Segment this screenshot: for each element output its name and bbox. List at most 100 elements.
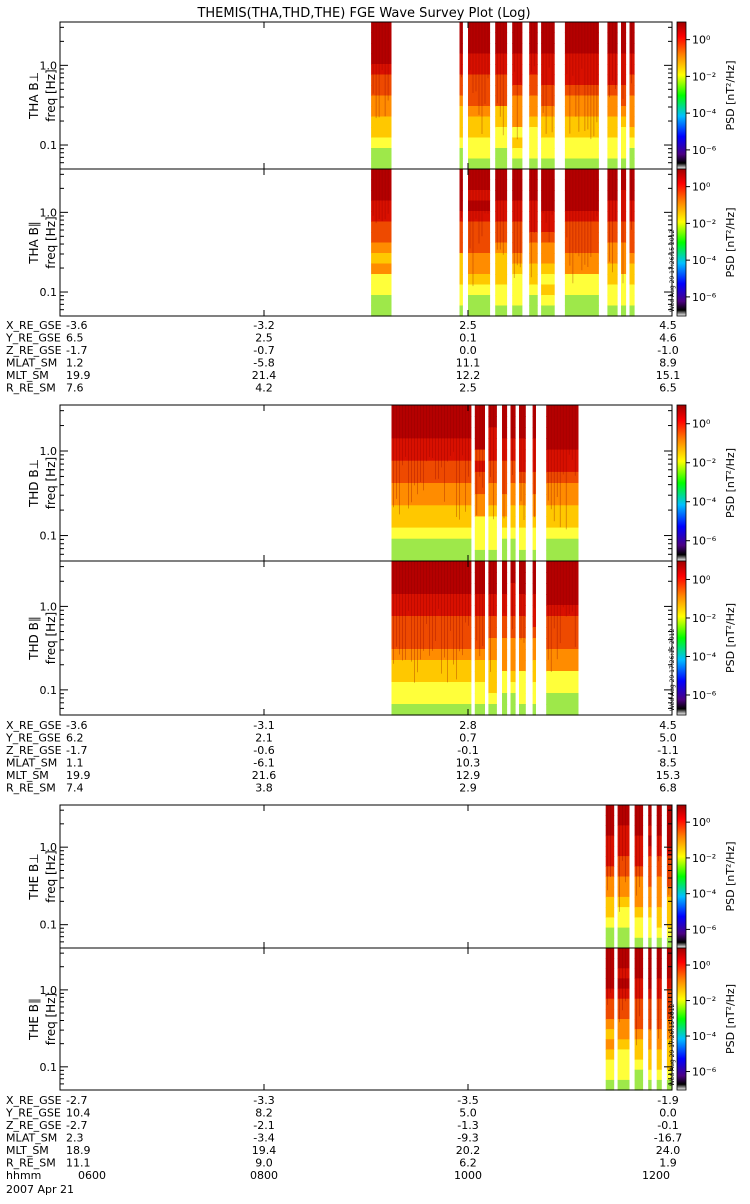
psd-band xyxy=(541,305,555,317)
psd-band xyxy=(546,516,579,529)
psd-band xyxy=(629,232,635,244)
psd-band xyxy=(541,43,555,55)
colorbar-tick-label: 10⁰ xyxy=(692,816,711,829)
psd-band xyxy=(510,483,516,495)
psd-band xyxy=(656,937,662,949)
psd-band xyxy=(617,896,630,908)
psd-band xyxy=(512,295,523,307)
psd-band xyxy=(510,538,516,551)
psd-band xyxy=(634,988,644,1000)
psd-band xyxy=(529,263,538,275)
psd-band xyxy=(459,95,463,107)
data-interval xyxy=(488,405,497,562)
ephemeris-value: 8.2 xyxy=(255,1107,273,1120)
panel-units: freq [Hz] xyxy=(44,216,58,268)
psd-band xyxy=(495,305,508,317)
psd-band xyxy=(617,937,630,949)
psd-band xyxy=(634,825,644,837)
ephemeris-value: -1.1 xyxy=(657,744,678,757)
colorbar-tick-label: 10⁻⁶ xyxy=(692,144,717,157)
psd-band xyxy=(546,438,579,451)
psd-band xyxy=(617,876,630,888)
psd-band xyxy=(629,253,635,265)
data-interval xyxy=(468,169,491,317)
psd-band xyxy=(495,200,508,212)
psd-band xyxy=(502,549,508,562)
psd-band xyxy=(634,927,644,939)
psd-band xyxy=(519,438,526,451)
ephemeris-value: 8.9 xyxy=(659,357,677,370)
ephemeris-value: 6.5 xyxy=(659,382,677,395)
ephemeris-value: 18.9 xyxy=(66,1144,91,1157)
data-interval xyxy=(459,169,463,317)
psd-band xyxy=(519,693,526,705)
psd-band xyxy=(564,64,599,76)
psd-band xyxy=(629,85,635,97)
ephemeris-value: 0.7 xyxy=(459,732,477,745)
psd-band xyxy=(459,232,463,244)
psd-band xyxy=(656,958,662,969)
psd-band xyxy=(391,405,472,417)
timestamp-stamp: Wed Aug 29 17:26:15 2012 xyxy=(669,1004,676,1086)
ephemeris-value: 6.2 xyxy=(459,1157,477,1170)
psd-band xyxy=(605,825,615,837)
psd-band xyxy=(510,416,516,428)
psd-band xyxy=(459,137,463,149)
psd-band xyxy=(502,682,508,694)
psd-band xyxy=(607,85,618,97)
psd-band xyxy=(474,538,485,551)
psd-band xyxy=(656,896,662,908)
psd-band xyxy=(564,85,599,97)
time-tick-label: 0600 xyxy=(78,1169,106,1182)
data-interval xyxy=(607,169,618,317)
psd-band xyxy=(519,627,526,639)
psd-band xyxy=(629,263,635,275)
psd-band xyxy=(629,295,635,307)
psd-band xyxy=(629,169,635,181)
psd-band xyxy=(617,1049,630,1061)
psd-band xyxy=(529,221,538,233)
psd-band xyxy=(468,274,491,286)
psd-band xyxy=(529,53,538,65)
psd-band xyxy=(621,53,627,65)
psd-band xyxy=(510,494,516,506)
ephemeris-value: -3.6 xyxy=(66,319,87,332)
psd-band xyxy=(495,22,508,34)
y-tick-label: 1.0 xyxy=(40,59,58,72)
psd-band xyxy=(656,805,662,816)
psd-band xyxy=(648,896,652,908)
psd-band xyxy=(468,148,491,160)
psd-band xyxy=(666,1039,672,1050)
psd-band xyxy=(371,74,392,86)
colorbar-tick-label: 10⁰ xyxy=(692,959,711,972)
psd-band xyxy=(621,43,627,55)
psd-band xyxy=(488,494,497,506)
psd-band xyxy=(371,253,392,265)
psd-band xyxy=(607,295,618,307)
psd-band xyxy=(666,815,672,826)
ephemeris-value: 2.8 xyxy=(459,719,477,732)
psd-band xyxy=(634,876,644,888)
time-tick-label: 0800 xyxy=(250,1169,278,1182)
spectrogram-panel: 1.0 0.1 THA B∥ freq [Hz] xyxy=(27,168,673,317)
psd-band xyxy=(519,449,526,462)
psd-band xyxy=(621,85,627,97)
psd-band xyxy=(474,516,485,529)
psd-band xyxy=(617,805,630,816)
psd-band xyxy=(541,127,555,139)
ephemeris-value: 4.6 xyxy=(659,332,677,345)
psd-band xyxy=(629,64,635,76)
colorbar-tick-label: 10⁻² xyxy=(692,457,716,470)
psd-band xyxy=(564,106,599,118)
psd-band xyxy=(656,845,662,857)
ephemeris-value: -3.2 xyxy=(253,319,274,332)
psd-band xyxy=(459,253,463,265)
psd-band xyxy=(605,866,615,878)
psd-band xyxy=(519,505,526,517)
data-interval xyxy=(512,169,523,317)
data-interval xyxy=(532,405,536,562)
psd-band xyxy=(488,605,497,617)
psd-band xyxy=(495,211,508,223)
data-interval xyxy=(502,405,508,562)
data-interval xyxy=(519,561,526,716)
